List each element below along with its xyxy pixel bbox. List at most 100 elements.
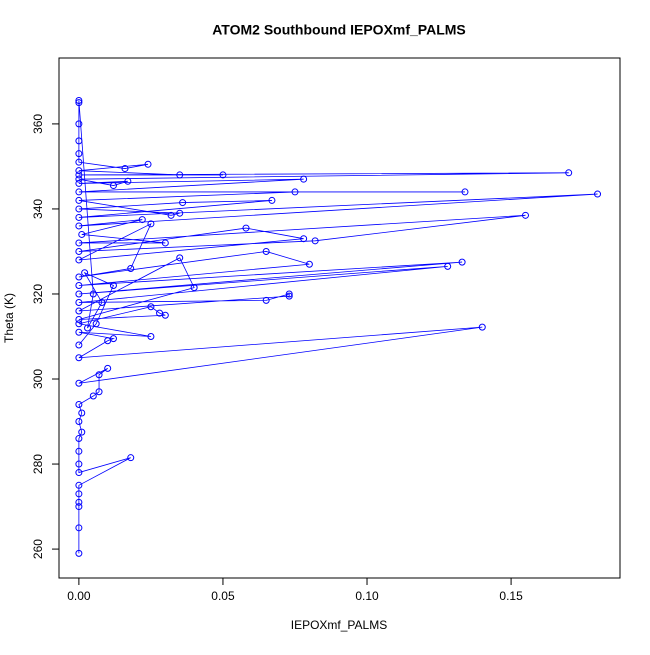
point (594, 190, 602, 198)
point (75, 239, 83, 247)
point (127, 264, 135, 272)
point (75, 290, 83, 298)
point (84, 324, 92, 332)
point (78, 230, 86, 238)
point (461, 188, 469, 196)
point (75, 273, 83, 281)
point (75, 158, 83, 166)
point (75, 175, 83, 183)
point (161, 239, 169, 247)
point (75, 320, 83, 328)
point (75, 315, 83, 323)
point (95, 371, 103, 379)
point (75, 171, 83, 179)
point (89, 290, 97, 298)
point (75, 549, 83, 557)
point (75, 247, 83, 255)
point (81, 269, 89, 277)
point (176, 209, 184, 217)
point (75, 120, 83, 128)
point (268, 196, 276, 204)
point (75, 281, 83, 289)
point (75, 213, 83, 221)
point (458, 258, 466, 266)
point (75, 460, 83, 468)
series-line (78, 100, 598, 554)
point (147, 303, 155, 311)
point (124, 177, 132, 185)
point (75, 524, 83, 532)
point (144, 160, 152, 168)
point (75, 490, 83, 498)
point (75, 469, 83, 477)
point (190, 284, 198, 292)
point (138, 216, 146, 224)
point (127, 454, 135, 462)
x-tick-label: 0.05 (211, 589, 235, 603)
y-tick-label: 320 (31, 284, 45, 304)
x-tick-label: 0.10 (355, 589, 379, 603)
point (285, 292, 293, 300)
point (78, 428, 86, 436)
point (75, 447, 83, 455)
point (311, 237, 319, 245)
point (78, 409, 86, 417)
point (262, 296, 270, 304)
point (92, 320, 100, 328)
point (75, 97, 83, 105)
point (219, 171, 227, 179)
point (305, 260, 313, 268)
point (242, 224, 250, 232)
point (300, 235, 308, 243)
plot-box (58, 57, 621, 579)
point (176, 171, 184, 179)
point (75, 498, 83, 506)
y-tick-label: 300 (31, 369, 45, 389)
point (75, 222, 83, 230)
point (109, 335, 117, 343)
point (89, 392, 97, 400)
point (478, 323, 486, 331)
point (75, 354, 83, 362)
point (75, 481, 83, 489)
x-axis-label: IEPOXmf_PALMS (291, 618, 387, 632)
point (75, 150, 83, 158)
y-tick-label: 280 (31, 454, 45, 474)
point (300, 175, 308, 183)
point (75, 188, 83, 196)
point (75, 167, 83, 175)
point (95, 388, 103, 396)
x-tick-label: 0.00 (67, 589, 91, 603)
point (104, 364, 112, 372)
chart-title: ATOM2 Southbound IEPOXmf_PALMS (212, 22, 466, 38)
point (75, 401, 83, 409)
point (291, 188, 299, 196)
point (161, 311, 169, 319)
point (262, 247, 270, 255)
point (121, 165, 129, 173)
point (75, 328, 83, 336)
point (75, 418, 83, 426)
point (75, 341, 83, 349)
point (75, 99, 83, 107)
point (444, 262, 452, 270)
point (75, 256, 83, 264)
point (75, 298, 83, 306)
point (167, 211, 175, 219)
point (285, 290, 293, 298)
point (109, 182, 117, 190)
point (75, 503, 83, 511)
point (98, 298, 106, 306)
point (147, 220, 155, 228)
point (75, 137, 83, 145)
point (109, 281, 117, 289)
point (565, 169, 573, 177)
y-tick-label: 340 (31, 199, 45, 219)
x-tick-label: 0.15 (499, 589, 523, 603)
point (75, 179, 83, 187)
point (75, 196, 83, 204)
point (521, 211, 529, 219)
point (75, 205, 83, 213)
